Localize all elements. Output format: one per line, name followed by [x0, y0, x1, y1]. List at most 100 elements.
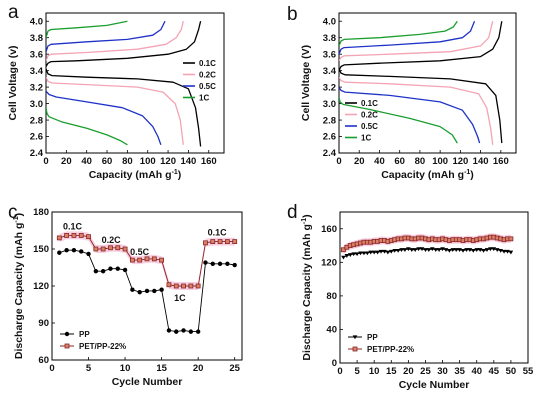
charge-curve-0.1C [339, 21, 503, 71]
x-axis-title: Capacity (mAh g-1) [89, 169, 182, 181]
data-point-PP [225, 261, 230, 266]
data-point-PP [130, 287, 135, 292]
x-tick-label: 10 [120, 363, 131, 374]
y-tick-label: 3.8 [30, 33, 43, 44]
x-tick-label: 40 [81, 156, 92, 167]
rate-annotation: 1C [174, 293, 186, 303]
y-tick-label: 4.0 [30, 16, 43, 27]
data-point-PP [361, 251, 367, 256]
data-point-PP [491, 247, 497, 252]
data-point-PET/PP-22% [86, 234, 91, 240]
data-point-PET/PP-22% [508, 236, 514, 242]
y-tick-label: 2.8 [323, 115, 336, 126]
data-point-PP [457, 248, 462, 252]
y-tick-label: 180 [33, 207, 49, 218]
data-point-PET/PP-22% [166, 282, 172, 288]
data-point-PP [93, 269, 99, 274]
data-point-PP [382, 249, 387, 254]
label-main: Discharge Capacity (mAh g [301, 224, 313, 361]
legend-marker [64, 343, 70, 349]
charge-curve-0.1C [46, 21, 202, 67]
data-point-PP [464, 248, 469, 252]
rate-annotation: 0.1C [63, 221, 83, 231]
data-point-PET/PP-22% [144, 256, 150, 262]
x-tick-label: 140 [473, 156, 489, 167]
label-end: ) [301, 214, 313, 218]
y-tick-label: 160 [321, 224, 337, 235]
data-point-PP [501, 249, 507, 254]
y-tick-label: 4.0 [323, 16, 336, 27]
legend: 0.1C 0.2C 0.5C 1C [183, 59, 216, 103]
x-tick-label: 5 [354, 366, 360, 377]
x-tick-label: 35 [454, 366, 465, 377]
discharge-curve-0.1C [46, 68, 202, 147]
data-point-PP [79, 249, 84, 254]
x-tick-label: 25 [420, 366, 431, 377]
x-tick-label: 45 [489, 366, 500, 377]
plot-area [339, 20, 503, 145]
y-tick-label: 3.6 [30, 49, 43, 60]
data-point-PP [365, 251, 370, 256]
x-tick-label: 120 [160, 156, 176, 167]
data-point-PP [108, 266, 113, 271]
x-tick-label: 140 [180, 156, 196, 167]
data-point-PET/PP-22% [64, 233, 70, 238]
data-point-PET/PP-22% [173, 283, 179, 289]
rate-annotation: 0.2C [102, 235, 122, 245]
data-point-PP [460, 248, 466, 253]
y-axis-title: Cell Voltage (v) [7, 45, 19, 120]
x-tick-label: 0 [337, 366, 342, 377]
data-point-PP [388, 249, 394, 254]
discharge-curve-0.2C [339, 76, 494, 145]
panel-d: d 0 5 10 15 20 25 30 35 40 45 50 55 0 40 80 120 160 Cycle … [287, 202, 534, 391]
data-point-PP [385, 250, 391, 255]
x-tick-label: 25 [229, 363, 240, 374]
y-tick-label: 3.4 [30, 66, 44, 77]
y-tick-label: 120 [33, 281, 49, 292]
data-point-PP [354, 252, 360, 257]
y-tick-label: 60 [38, 355, 49, 366]
x-tick-label: 120 [452, 156, 468, 167]
legend-label: 1C [361, 134, 371, 143]
x-tick-label: 30 [437, 366, 448, 377]
x-axis-title: Cycle Number [399, 379, 470, 391]
x-tick-label: 100 [432, 156, 448, 167]
data-point-PP [64, 248, 69, 253]
data-point-PET/PP-22% [232, 239, 238, 245]
data-point-PP [494, 248, 500, 252]
data-point-PP [174, 329, 179, 334]
data-point-PP [217, 261, 223, 266]
data-point-PP [447, 248, 452, 253]
x-tick-label: 10 [369, 366, 380, 377]
data-point-PET/PP-22% [151, 256, 157, 262]
data-point-PP [484, 248, 490, 252]
data-point-PP [144, 288, 150, 294]
discharge-curve-1C [339, 96, 458, 144]
x-tick-label: 20 [354, 156, 365, 167]
label-superscript: -1 [172, 169, 178, 176]
data-point-PP [137, 289, 142, 295]
label-main: Discharge Capacity (mAh g [13, 223, 25, 360]
data-point-PP [443, 248, 449, 252]
data-point-PET/PP-22% [78, 233, 84, 238]
panel-letter: a [8, 2, 19, 23]
data-point-PET/PP-22% [195, 283, 201, 289]
data-point-PET/PP-22% [93, 246, 99, 252]
data-point-PP [433, 248, 439, 252]
legend: 0.1C 0.2C 0.5C 1C [345, 99, 378, 143]
y-tick-label: 2.6 [323, 132, 336, 143]
data-point-PP [358, 251, 363, 256]
y-tick-label: 3.8 [323, 33, 336, 44]
y-tick-label: 0 [332, 358, 337, 369]
legend-label: 1C [199, 94, 209, 103]
charge-curve-0.5C [46, 20, 166, 52]
data-point-PP [471, 248, 476, 253]
y-axis-title: Discharge Capacity (mAh g-1) [301, 214, 313, 360]
data-point-PP [351, 252, 356, 257]
data-point-PP [412, 248, 418, 252]
data-point-PET/PP-22% [159, 257, 165, 263]
data-point-PP [488, 247, 493, 252]
data-point-PP [467, 248, 473, 252]
legend-label: 0.1C [361, 99, 378, 108]
legend-label: PP [367, 333, 378, 342]
